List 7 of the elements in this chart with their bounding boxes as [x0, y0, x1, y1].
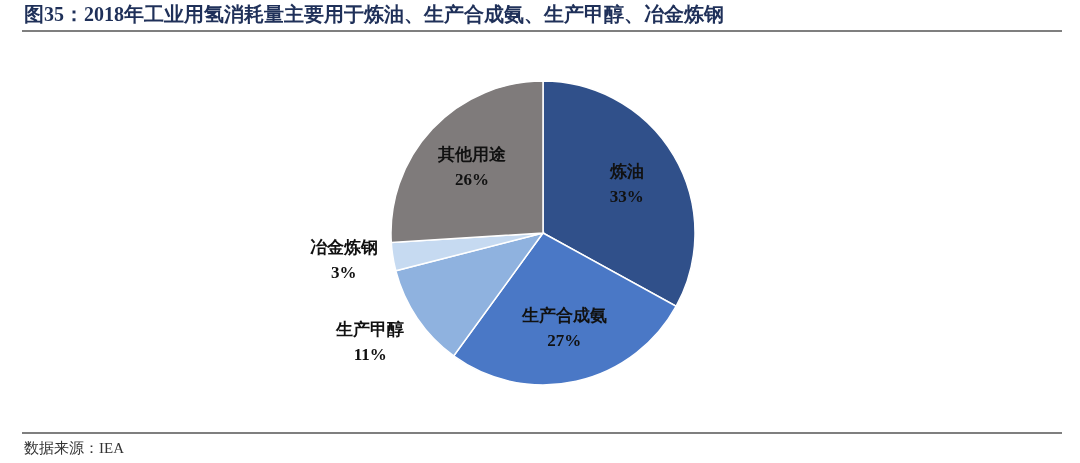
data-label: 炼油 33%: [609, 162, 644, 206]
title: 图35：2018年工业用氢消耗量主要用于炼油、生产合成氨、生产甲醇、冶金炼钢: [24, 3, 724, 25]
data-label: 生产甲醇 11%: [336, 320, 405, 365]
data-label: 其他用途 26%: [438, 144, 507, 189]
annotation: 数据来源：IEA: [24, 440, 124, 456]
data-label: 生产合成氨 27%: [521, 306, 607, 351]
data-label: 冶金炼钢 3%: [309, 237, 378, 282]
